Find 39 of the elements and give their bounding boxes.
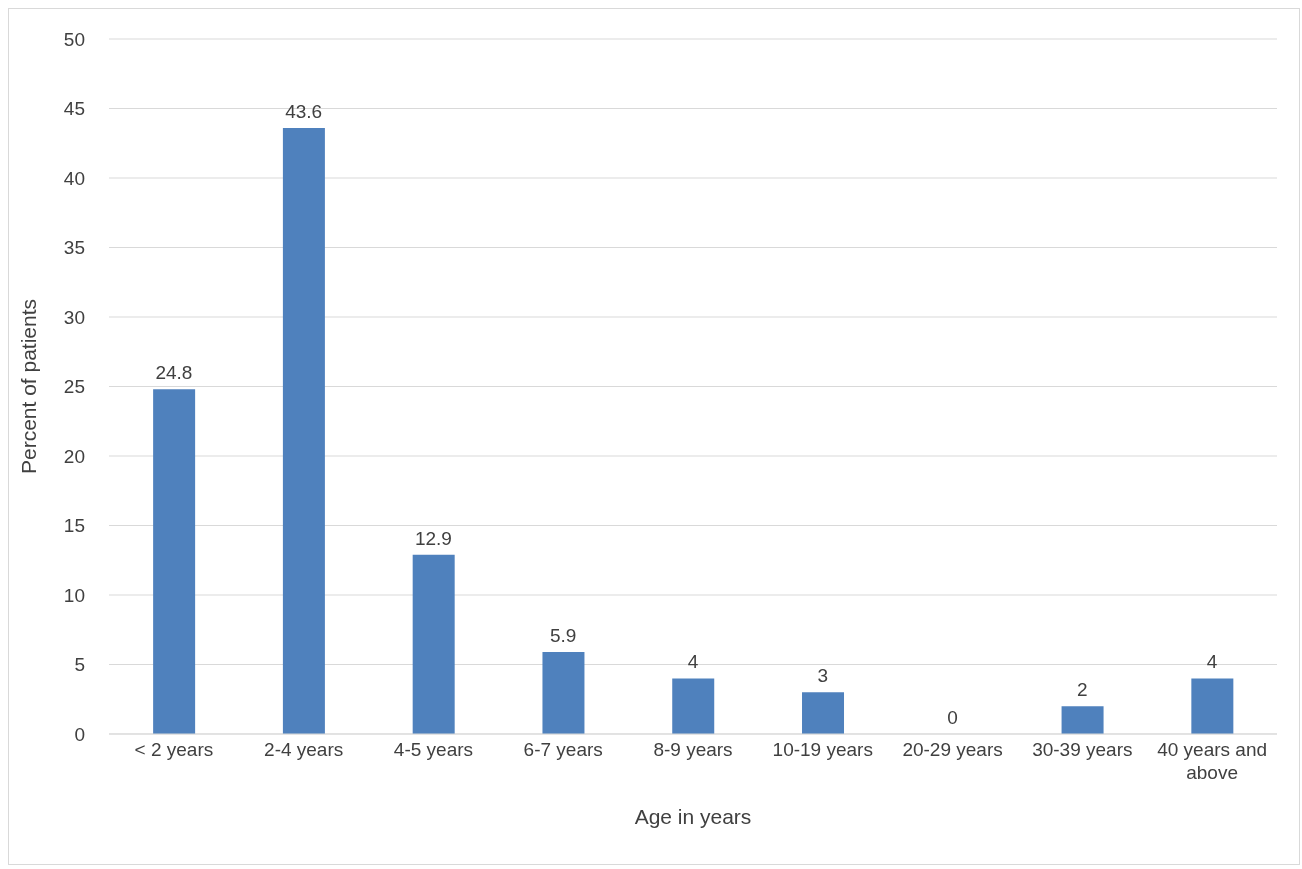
x-tick-label: 4-5 years <box>393 739 474 760</box>
y-tick-label: 20 <box>63 445 85 467</box>
y-tick-label: 30 <box>63 306 85 328</box>
data-label: 5.9 <box>550 624 577 646</box>
x-tick-label: 2-4 years <box>264 739 344 760</box>
y-tick-label: 0 <box>74 723 85 745</box>
x-tick-label: 30-39 years <box>1032 739 1133 760</box>
bar <box>282 127 325 734</box>
data-label: 2 <box>1077 679 1088 701</box>
bar <box>412 554 455 734</box>
y-tick-label: 25 <box>63 376 85 398</box>
bar <box>153 389 196 734</box>
y-tick-label: 15 <box>63 515 85 537</box>
data-label: 3 <box>817 665 829 687</box>
y-tick-label: 45 <box>63 98 85 120</box>
data-label: 4 <box>687 651 699 673</box>
bar <box>1191 678 1234 734</box>
x-tick-label: 8-9 years <box>653 739 733 760</box>
x-tick-label: 10-19 years <box>772 739 873 760</box>
y-tick-label: 5 <box>74 654 85 676</box>
bar <box>1061 706 1104 734</box>
x-tick-label: < 2 years <box>134 739 214 760</box>
y-tick-label: 10 <box>63 584 85 606</box>
bar <box>802 692 845 734</box>
data-label: 0 <box>947 707 958 728</box>
bar <box>672 678 715 734</box>
bar <box>542 651 585 734</box>
y-axis-title: Percent of patients <box>17 298 41 475</box>
data-label: 4 <box>1206 651 1218 673</box>
data-label: 12.9 <box>414 527 452 549</box>
data-label: 43.6 <box>285 100 323 122</box>
x-tick-label: 20-29 years <box>902 739 1003 760</box>
x-tick-label: 40 years and above <box>1157 739 1268 783</box>
y-tick-label: 50 <box>63 28 85 50</box>
x-axis-title: Age in years <box>634 805 752 828</box>
y-tick-label: 40 <box>63 167 85 189</box>
x-tick-label: 6-7 years <box>523 739 603 760</box>
data-label: 24.8 <box>155 362 193 384</box>
y-tick-label: 35 <box>63 237 85 259</box>
